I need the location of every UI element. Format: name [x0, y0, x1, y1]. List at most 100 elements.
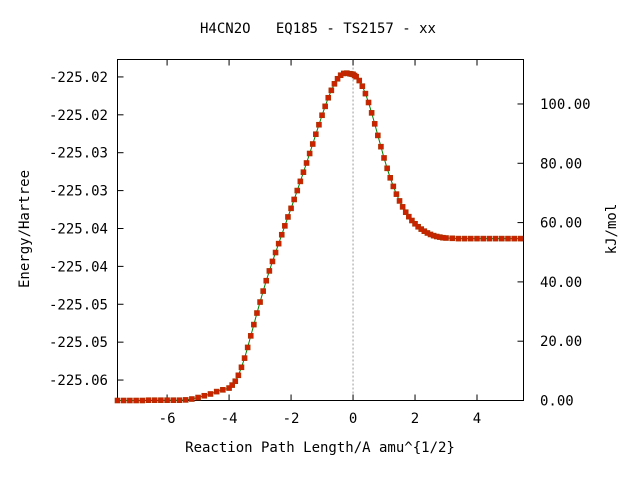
data-point: [288, 205, 294, 212]
data-point: [480, 235, 487, 242]
data-point: [396, 198, 403, 204]
data-point: [412, 220, 418, 227]
data-point: [275, 240, 282, 247]
data-point: [384, 165, 390, 172]
data-point: [278, 231, 285, 238]
data-point: [300, 169, 307, 175]
data-point: [331, 81, 338, 87]
data-point: [272, 249, 279, 256]
data-point: [139, 397, 146, 404]
data-point: [266, 268, 273, 274]
data-point: [263, 277, 270, 284]
y-left-tick-label: -225.05: [49, 335, 108, 351]
y-left-tick-label: -225.03: [49, 146, 108, 162]
y-right-tick-label: 60.00: [540, 216, 582, 232]
data-point: [365, 99, 372, 106]
data-point: [226, 385, 232, 391]
data-point: [325, 94, 332, 101]
data-point: [406, 213, 412, 220]
data-point: [356, 77, 363, 84]
data-point: [260, 288, 266, 294]
data-point: [375, 132, 381, 139]
data-point: [133, 397, 139, 404]
y-right-tick-label: 0.00: [540, 394, 574, 410]
data-point: [176, 397, 183, 404]
data-point: [189, 396, 195, 402]
x-tick-label: 2: [411, 411, 419, 427]
data-point: [247, 333, 254, 339]
data-point: [294, 187, 301, 194]
energy-series: [114, 70, 524, 404]
data-point: [127, 397, 133, 404]
data-point: [254, 310, 260, 316]
data-point: [492, 235, 499, 242]
data-point: [309, 141, 316, 147]
data-point: [328, 87, 335, 94]
data-point: [455, 235, 462, 242]
x-tick-label: 4: [473, 411, 481, 427]
data-point: [443, 235, 449, 241]
data-point: [303, 160, 310, 166]
data-point: [257, 299, 263, 305]
x-axis-label: Reaction Path Length/A amu^{1/2}: [185, 440, 455, 456]
data-point: [402, 209, 409, 216]
data-point: [316, 121, 322, 128]
y-left-tick-label: -225.02: [49, 108, 108, 124]
y-left-axis-label: Energy/Hartree: [17, 170, 33, 288]
y-left-tick-label: -225.06: [49, 373, 108, 389]
data-point: [151, 397, 158, 404]
y-left-tick-label: -225.02: [49, 70, 108, 86]
data-point: [362, 90, 369, 97]
data-point: [201, 392, 208, 399]
y-left-tick-label: -225.05: [49, 297, 108, 313]
data-point: [474, 235, 480, 242]
data-point: [291, 196, 297, 203]
y-right-tick-label: 20.00: [540, 334, 582, 350]
data-point: [393, 191, 400, 197]
data-point: [322, 103, 328, 110]
data-point: [381, 155, 387, 161]
data-point: [387, 175, 394, 181]
plot-frame: [117, 59, 524, 401]
data-point: [359, 83, 366, 89]
data-point: [195, 394, 201, 401]
data-point: [368, 110, 375, 116]
data-point: [114, 397, 121, 404]
data-point: [334, 75, 341, 82]
data-point: [297, 178, 304, 185]
data-point: [241, 355, 248, 361]
data-point: [499, 235, 505, 242]
data-point: [170, 397, 177, 404]
data-point: [232, 378, 239, 385]
data-point: [229, 382, 235, 388]
y-right-tick-label: 100.00: [540, 97, 591, 113]
data-point: [251, 321, 257, 328]
y-left-tick-label: -225.04: [49, 221, 108, 237]
data-point: [319, 112, 325, 119]
data-point: [371, 121, 378, 127]
y-left-tick-label: -225.03: [49, 184, 108, 200]
data-point: [353, 73, 359, 80]
x-tick-label: 0: [349, 411, 357, 427]
y-right-tick-label: 80.00: [540, 156, 582, 172]
data-point: [449, 235, 456, 242]
data-point: [182, 397, 189, 403]
data-point: [409, 217, 415, 224]
data-point: [511, 235, 518, 242]
data-point: [390, 183, 397, 190]
data-point: [505, 235, 511, 242]
data-point: [120, 397, 127, 404]
data-point: [285, 214, 291, 220]
data-point: [235, 372, 242, 379]
data-point: [269, 258, 276, 265]
data-point: [282, 223, 288, 229]
y-right-tick-label: 40.00: [540, 275, 582, 291]
chart-title: H4CN2O EQ185 - TS2157 - xx: [200, 21, 436, 37]
y-left-axis-ticks: -225.02 -225.02 -225.03 -225.03 -225.04 -225.…: [49, 70, 124, 389]
y-right-axis-ticks: 0.00 20.00 40.00 60.00 80.00 100.00: [517, 97, 591, 410]
data-point: [486, 235, 493, 242]
data-point: [158, 397, 164, 404]
x-axis-ticks: -6 -4 -2 0 2 4: [159, 59, 481, 427]
data-point: [461, 235, 468, 242]
